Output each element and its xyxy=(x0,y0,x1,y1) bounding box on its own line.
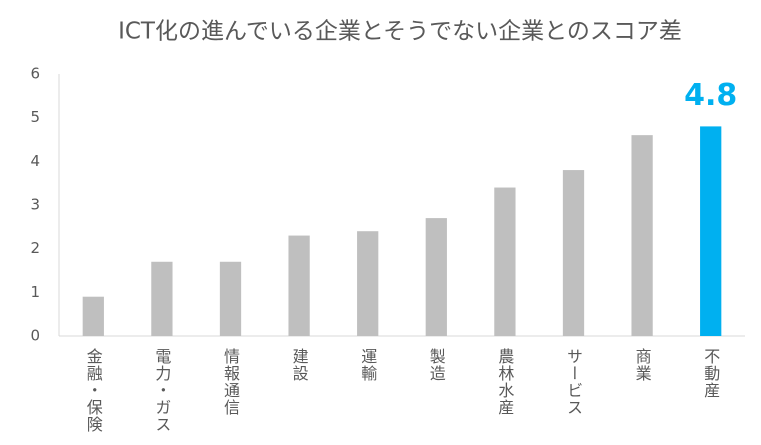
x-tick-label: 農林水産 xyxy=(495,348,514,416)
bar xyxy=(700,126,722,337)
bar xyxy=(494,187,516,336)
bar xyxy=(631,135,653,336)
bar xyxy=(82,296,104,336)
bar xyxy=(425,218,447,336)
bar xyxy=(562,170,585,336)
chart-title: ICT化の進んでいる企業とそうでない企業とのスコア差 xyxy=(118,19,682,45)
x-tick-label: 建設 xyxy=(290,348,309,382)
data-label: 4.8 xyxy=(684,78,737,113)
bar xyxy=(151,261,173,336)
y-tick-label: 4 xyxy=(30,152,40,170)
bar xyxy=(219,261,242,336)
x-tick-label: 情報通信 xyxy=(221,348,240,416)
y-tick-label: 0 xyxy=(30,327,40,345)
x-tick-label: 製造 xyxy=(427,348,446,382)
y-tick-label: 3 xyxy=(30,196,40,214)
x-tick-label: サービス xyxy=(564,348,583,416)
x-tick-label: 金融・保険 xyxy=(84,348,103,433)
y-tick-label: 5 xyxy=(30,108,40,126)
bar xyxy=(288,235,310,336)
y-tick-label: 6 xyxy=(30,65,40,83)
y-tick-label: 1 xyxy=(30,283,40,301)
x-tick-label: 運輸 xyxy=(358,348,377,382)
x-tick-label: 不動産 xyxy=(701,348,720,399)
x-tick-label: 商業 xyxy=(633,348,652,382)
x-tick-label: 電力・ガス xyxy=(152,348,171,433)
y-tick-label: 2 xyxy=(30,239,40,257)
bar xyxy=(357,231,379,336)
